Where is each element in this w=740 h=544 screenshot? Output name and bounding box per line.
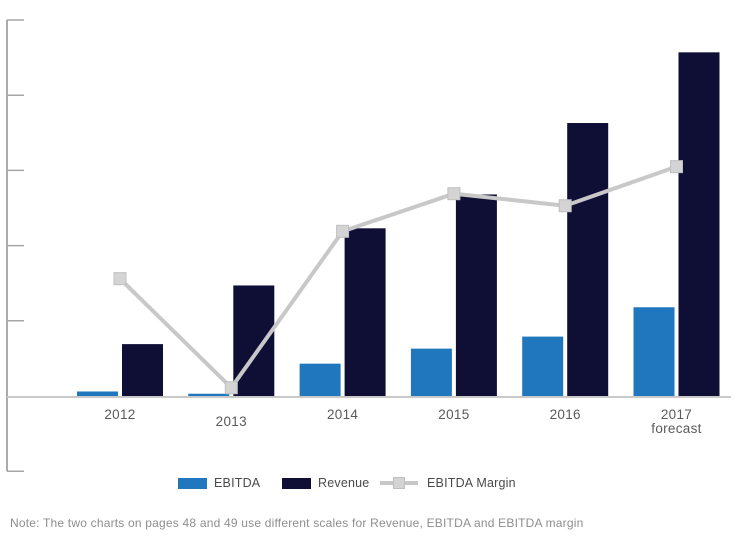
legend-label-ebitda-margin: EBITDA Margin (427, 476, 516, 490)
bar-revenue-2012 (122, 344, 163, 396)
revenue-swatch-icon (282, 477, 311, 489)
margin-marker-2016 (558, 199, 572, 213)
legend-item-ebitda-margin: EBITDA Margin (380, 474, 516, 492)
x-axis-label-2013: 2013 (216, 414, 247, 429)
legend-item-ebitda: EBITDA (178, 474, 260, 492)
legend: EBITDA Revenue EBITDA Margin (0, 474, 740, 494)
x-axis-label-2016: 2016 (550, 407, 581, 422)
bar-ebitda-2014 (299, 363, 341, 396)
bar-ebitda-2015 (410, 348, 452, 396)
x-axis-label-2012: 2012 (104, 407, 135, 422)
legend-item-revenue: Revenue (282, 474, 369, 492)
bar-ebitda-2017 (633, 307, 675, 396)
margin-marker-2014 (336, 224, 350, 238)
bar-revenue-2015 (455, 194, 497, 396)
margin-marker-2012 (113, 272, 127, 286)
x-axis-label-2017: 2017 forecast (651, 407, 701, 436)
bar-ebitda-2013 (188, 393, 230, 396)
legend-label-revenue: Revenue (318, 476, 370, 490)
margin-marker-2013 (224, 381, 238, 395)
legend-label-ebitda: EBITDA (214, 476, 261, 490)
ebitda-swatch-icon (178, 477, 207, 489)
x-axis-label-2015: 2015 (438, 407, 469, 422)
bar-revenue-2016 (567, 123, 609, 397)
bar-ebitda-2016 (522, 336, 564, 396)
bar-ebitda-2012 (77, 391, 118, 396)
margin-marker-2015 (447, 187, 461, 201)
margin-marker-2017 (670, 160, 683, 174)
bar-revenue-2014 (344, 228, 386, 396)
x-axis-label-2014: 2014 (327, 407, 358, 422)
footnote: Note: The two charts on pages 48 and 49 … (10, 516, 584, 530)
line-marker-swatch-icon (380, 476, 418, 490)
ebitda-margin-line (118, 164, 678, 391)
bar-revenue-2017 (678, 52, 720, 396)
